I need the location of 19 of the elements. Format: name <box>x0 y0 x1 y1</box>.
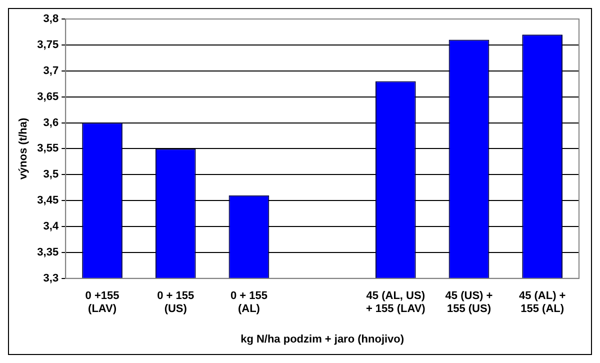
x-tick-label: 45 (AL, US) + 155 (LAV) <box>366 290 426 316</box>
y-tick-label: 3,65 <box>37 90 59 103</box>
x-tick-label: 45 (US) + 155 (US) <box>445 290 493 316</box>
x-tick-label: 45 (AL) + 155 (AL) <box>518 290 566 316</box>
x-axis-title: kg N/ha podzim + jaro (hnojivo) <box>240 333 404 346</box>
y-axis-title: výnos (t/ha) <box>18 118 30 180</box>
x-tick-label: 0 + 155 (US) <box>157 290 194 316</box>
y-tick-label: 3,35 <box>37 246 59 258</box>
y-tick-label: 3,8 <box>43 13 59 26</box>
y-tick-label: 3,6 <box>43 116 59 129</box>
x-tick-label: 0 +155 (LAV) <box>85 290 120 316</box>
x-tick-label: 0 + 155 (AL) <box>230 290 268 316</box>
y-tick-label: 3,75 <box>37 38 59 51</box>
y-tick-label: 3,45 <box>37 194 59 207</box>
y-tick-label: 3,55 <box>37 142 59 155</box>
y-tick-label: 3,5 <box>43 168 59 181</box>
y-tick-label: 3,3 <box>43 272 59 284</box>
y-tick-label: 3,7 <box>43 64 59 77</box>
y-tick-label: 3,4 <box>43 220 60 233</box>
